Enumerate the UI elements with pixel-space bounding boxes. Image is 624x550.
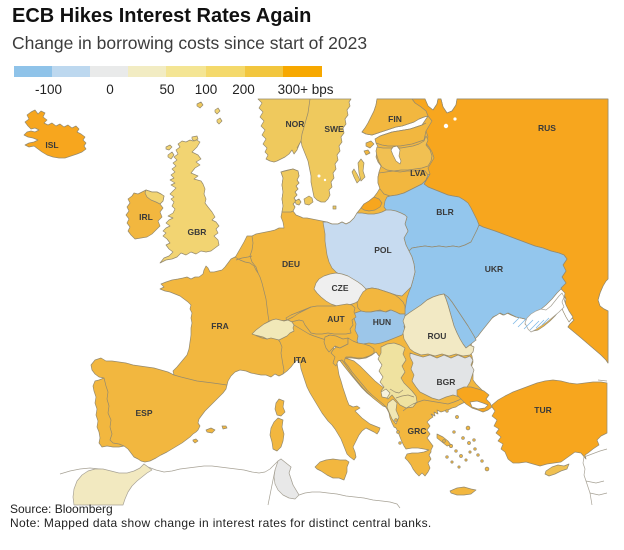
- svg-text:DEU: DEU: [282, 259, 300, 269]
- svg-text:TUR: TUR: [534, 405, 551, 415]
- svg-text:BLR: BLR: [436, 207, 453, 217]
- svg-text:ITA: ITA: [293, 355, 306, 365]
- svg-text:BGR: BGR: [437, 377, 456, 387]
- svg-text:ESP: ESP: [135, 408, 152, 418]
- svg-text:FIN: FIN: [388, 114, 402, 124]
- svg-text:NOR: NOR: [286, 119, 305, 129]
- svg-text:UKR: UKR: [485, 264, 503, 274]
- svg-text:SWE: SWE: [324, 124, 344, 134]
- svg-text:AUT: AUT: [327, 314, 345, 324]
- svg-text:FRA: FRA: [211, 321, 228, 331]
- svg-text:ISL: ISL: [45, 140, 58, 150]
- svg-text:HUN: HUN: [373, 317, 391, 327]
- svg-text:RUS: RUS: [538, 123, 556, 133]
- svg-text:ROU: ROU: [428, 331, 447, 341]
- svg-text:POL: POL: [374, 245, 391, 255]
- svg-text:IRL: IRL: [139, 212, 153, 222]
- svg-text:GRC: GRC: [408, 426, 427, 436]
- svg-text:CZE: CZE: [332, 283, 349, 293]
- svg-text:GBR: GBR: [188, 227, 207, 237]
- svg-text:LVA: LVA: [410, 168, 426, 178]
